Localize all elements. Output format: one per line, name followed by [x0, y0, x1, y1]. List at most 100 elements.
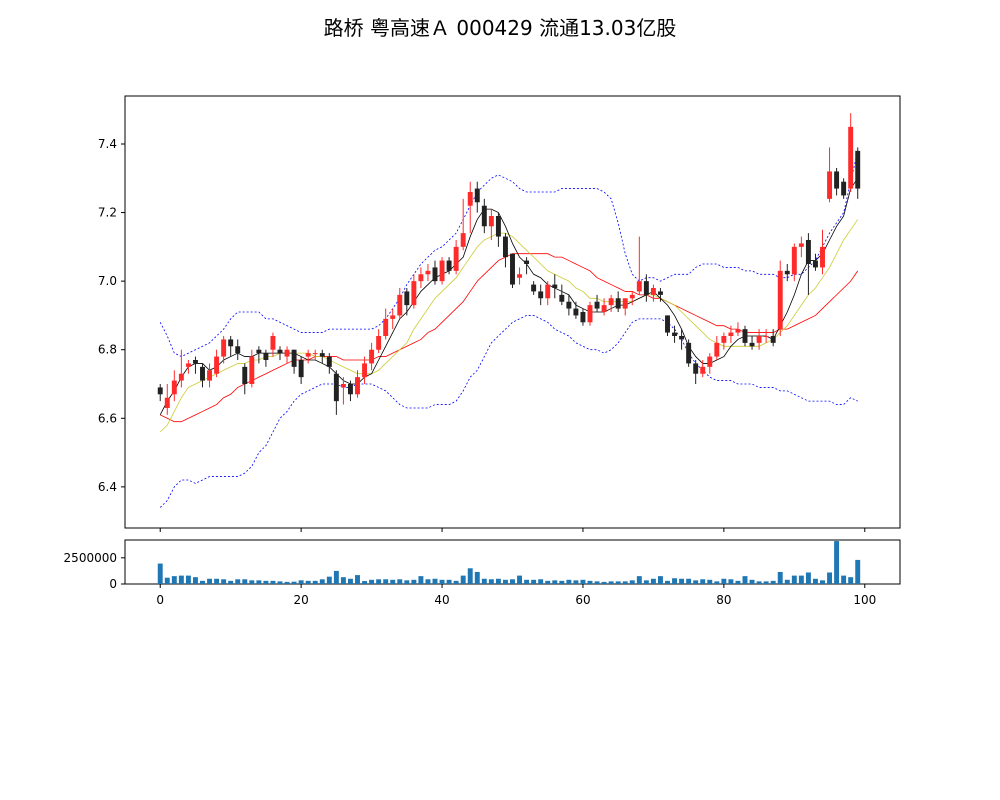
candle-body	[249, 356, 255, 384]
candle-body	[362, 363, 368, 378]
volume-bar	[693, 580, 699, 584]
volume-bar	[397, 579, 403, 584]
volume-bar	[284, 581, 290, 584]
volume-bar	[777, 571, 783, 584]
bollinger-lower-line	[159, 315, 858, 508]
volume-bar	[369, 579, 375, 584]
volume-bar	[228, 580, 234, 584]
volume-bar	[608, 581, 614, 584]
volume-bar	[453, 580, 459, 584]
volume-bar	[841, 575, 847, 584]
y-tick-label: 7.2	[98, 206, 117, 220]
volume-bar	[347, 578, 353, 584]
candle-body	[178, 373, 184, 381]
volume-bars	[157, 541, 861, 584]
candle-body	[672, 332, 678, 336]
volume-bar	[679, 578, 685, 584]
volume-bar	[242, 579, 248, 584]
candle-body	[164, 397, 170, 408]
volume-bar	[552, 580, 558, 584]
candle-body	[615, 298, 621, 309]
candlesticks	[157, 113, 861, 415]
candle-body	[538, 291, 544, 299]
candle-body	[566, 301, 572, 309]
candle-body	[643, 281, 649, 295]
volume-bar	[538, 579, 544, 584]
volume-bar	[615, 581, 621, 584]
volume-bar	[848, 577, 854, 584]
candle-body	[629, 294, 635, 299]
bollinger-bands	[159, 150, 859, 508]
volume-axes-frame	[124, 539, 901, 585]
candle-body	[270, 336, 276, 350]
candle-body	[284, 349, 290, 357]
candle-body	[728, 332, 734, 336]
volume-bar	[298, 580, 304, 584]
candle-body	[277, 349, 283, 354]
volume-bar	[665, 580, 670, 584]
volume-bar	[263, 580, 269, 584]
y-tick-label: 6.4	[98, 480, 117, 494]
candle-body	[355, 377, 360, 395]
candle-body	[291, 349, 297, 367]
candle-body	[171, 380, 177, 395]
ma20-line	[160, 253, 859, 423]
candle-body	[474, 188, 480, 203]
candle-body	[453, 246, 459, 271]
volume-bar	[643, 580, 649, 584]
volume-bar	[383, 579, 389, 584]
candle-body	[686, 342, 692, 364]
volume-bar	[221, 579, 227, 584]
y-tick-label: 7.0	[98, 274, 117, 288]
volume-bar	[566, 579, 572, 584]
volume-bar	[798, 575, 804, 584]
volume-bar	[362, 581, 368, 584]
candle-body	[665, 315, 670, 333]
candle-body	[552, 284, 558, 288]
volume-bar	[326, 576, 332, 584]
volume-bar	[510, 579, 515, 584]
candle-body	[390, 315, 396, 319]
x-tick-label: 20	[293, 593, 308, 607]
price-axes-frame	[124, 95, 901, 529]
volume-bar	[178, 575, 184, 584]
volume-bar	[622, 581, 628, 584]
candle-body	[749, 342, 755, 347]
volume-bar	[467, 568, 473, 584]
volume-bar	[376, 579, 382, 584]
volume-bar	[820, 580, 825, 584]
candle-body	[207, 370, 213, 381]
volume-panel: 0 2500000 0 20 40 60 80 100	[64, 539, 901, 607]
volume-bar	[657, 576, 663, 584]
candle-body	[347, 384, 353, 395]
candle-body	[580, 312, 586, 323]
candle-body	[488, 216, 494, 227]
volume-bar	[340, 577, 346, 584]
volume-bar	[749, 579, 755, 584]
volume-bar	[404, 580, 410, 584]
volume-bar	[756, 581, 762, 584]
volume-bar	[474, 571, 480, 584]
candle-body	[446, 260, 452, 271]
candle-body	[376, 336, 382, 350]
price-panel: 6.4 6.6 6.8 7.0 7.2 7.4	[98, 95, 901, 532]
candle-body	[298, 360, 304, 378]
candle-body	[834, 171, 840, 189]
volume-bar	[672, 578, 678, 584]
candle-body	[157, 387, 163, 395]
candle-body	[200, 366, 205, 381]
candle-body	[305, 353, 311, 357]
candle-body	[502, 236, 508, 258]
volume-bar	[495, 578, 501, 584]
candle-body	[820, 246, 825, 268]
candle-body	[714, 342, 720, 357]
candle-body	[214, 356, 220, 374]
volume-bar	[721, 578, 727, 584]
candle-body	[756, 336, 762, 343]
volume-bar	[439, 579, 445, 584]
volume-bar	[256, 580, 262, 584]
candle-body	[439, 260, 445, 282]
candle-body	[587, 305, 593, 323]
candle-body	[326, 356, 332, 367]
